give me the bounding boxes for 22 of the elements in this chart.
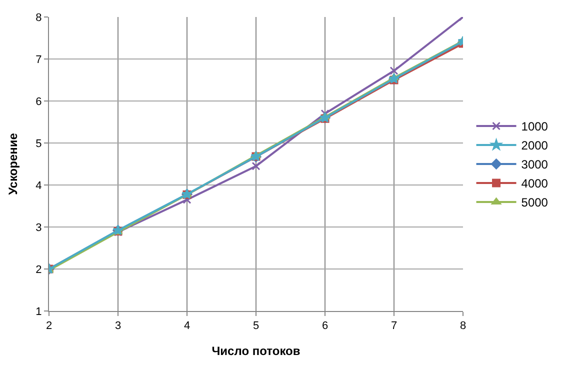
legend-label: 4000 [521,176,548,191]
y-tick-label: 2 [36,264,42,276]
x-tick-label: 5 [252,320,260,332]
y-tick-label: 4 [36,180,42,192]
legend-label: 5000 [521,196,548,210]
y-axis-title: Ускорение [6,132,20,195]
x-tick-label: 7 [390,320,398,332]
y-tick-label: 1 [36,306,42,318]
y-tick-label: 7 [36,54,42,66]
x-tick-label: 8 [460,320,466,332]
x-tick-label: 4 [184,320,190,332]
legend-label: 3000 [521,158,548,172]
y-tick-label: 5 [36,138,42,150]
y-tick-label: 3 [36,222,42,234]
x-axis-title: Число потоков [212,344,300,358]
y-tick-label: 6 [36,96,42,108]
x-tick-label: 6 [322,320,328,332]
legend-label: 2000 [521,138,548,153]
x-tick-label: 2 [46,320,52,332]
x-tick-label: 3 [114,320,122,332]
y-tick-label: 8 [36,12,42,24]
legend-label: 1000 [521,120,548,134]
